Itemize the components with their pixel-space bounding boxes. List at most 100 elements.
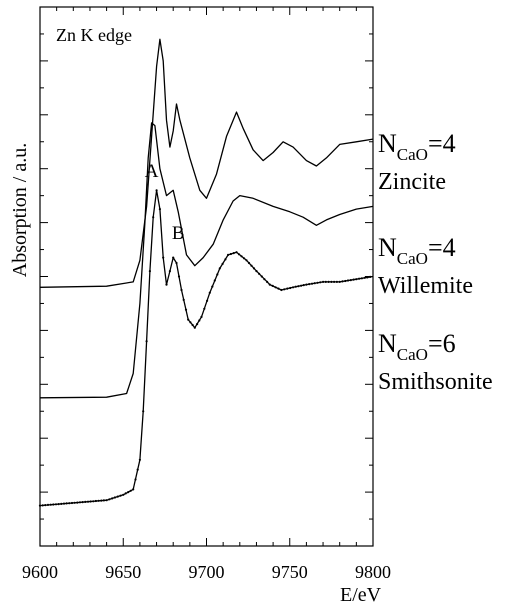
series-cn-label: NCaO=6 — [378, 329, 456, 364]
peak-label-a: A — [145, 161, 159, 182]
series-marker — [277, 287, 280, 290]
series-marker — [274, 286, 277, 289]
series-marker — [286, 287, 289, 290]
series-marker — [108, 498, 111, 501]
series-marker — [155, 189, 158, 192]
series-marker — [193, 326, 196, 329]
series-marker — [89, 500, 92, 503]
series-name-label: Willemite — [378, 273, 473, 299]
series-marker — [294, 285, 297, 288]
series-marker — [38, 504, 42, 507]
series-marker — [44, 504, 47, 507]
y-axis-label: Absorption / a.u. — [9, 143, 31, 277]
series-marker — [132, 488, 135, 491]
series-marker — [352, 278, 355, 281]
series-marker — [266, 280, 269, 283]
series-marker — [252, 267, 256, 270]
peak-annotations: AB — [145, 161, 185, 244]
series-marker — [369, 275, 372, 278]
series-marker — [211, 285, 214, 288]
series-marker — [97, 499, 100, 502]
series-marker — [86, 500, 90, 503]
series-marker — [127, 491, 130, 494]
series-marker — [283, 288, 286, 291]
series-marker — [198, 319, 201, 322]
series-marker — [177, 275, 181, 278]
series-marker — [81, 501, 84, 504]
series-marker — [119, 494, 122, 497]
series-marker — [175, 261, 178, 265]
series-marker — [358, 277, 361, 280]
series-marker — [335, 280, 338, 283]
series-marker — [100, 499, 103, 502]
series-marker — [187, 318, 190, 321]
series-marker — [184, 308, 188, 311]
y-ticks — [40, 33, 373, 520]
series-marker — [213, 279, 216, 282]
series-marker — [116, 495, 119, 498]
series-marker — [360, 277, 363, 280]
series-marker — [57, 503, 60, 506]
series-marker — [172, 256, 175, 259]
series-marker — [322, 280, 325, 283]
series-marker — [250, 264, 253, 267]
series-marker — [330, 280, 333, 283]
series-marker — [263, 278, 266, 281]
series-marker — [208, 291, 211, 294]
series-marker — [280, 288, 283, 292]
series-marker — [46, 503, 50, 506]
series-marker — [84, 500, 87, 503]
series-marker — [168, 270, 171, 273]
series-marker — [255, 270, 258, 273]
series-marker — [136, 468, 139, 471]
series-marker — [182, 298, 185, 301]
x-ticks: 9600 9650 9700 9750 9800 — [22, 7, 391, 582]
x-tick-label: 9700 — [189, 562, 225, 582]
series-marker — [338, 280, 341, 283]
series-marker — [92, 500, 95, 503]
series-marker — [341, 280, 344, 283]
series-marker — [196, 323, 199, 326]
series-marker — [313, 282, 316, 285]
series-marker — [41, 504, 44, 507]
plot-frame — [39, 6, 374, 547]
series-marker — [289, 286, 292, 290]
series-marker — [94, 499, 97, 503]
series-name-label: Smithsonite — [378, 369, 493, 395]
series-line-smithsonite — [39, 189, 374, 507]
series-marker — [268, 283, 271, 286]
series-marker — [310, 282, 314, 285]
series-marker — [65, 502, 68, 505]
series-marker — [49, 503, 52, 506]
series-marker — [333, 280, 336, 283]
series-marker — [221, 262, 224, 265]
series-marker — [122, 493, 125, 496]
series-marker — [111, 497, 114, 500]
x-tick-label: 9650 — [105, 562, 141, 582]
series-marker — [258, 272, 261, 275]
series-marker — [229, 252, 232, 256]
series-marker — [73, 501, 76, 504]
series-marker — [300, 284, 303, 287]
series-marker — [145, 340, 148, 343]
series-marker — [180, 288, 183, 292]
series-marker — [247, 261, 251, 265]
series-marker — [189, 321, 192, 324]
series-marker — [129, 489, 132, 492]
series-marker — [240, 255, 243, 258]
series-marker — [54, 503, 58, 506]
series-marker — [308, 283, 311, 286]
series-marker — [62, 502, 66, 505]
series-marker — [324, 280, 327, 283]
series-marker — [138, 458, 141, 461]
series-marker — [52, 503, 55, 506]
series-marker — [366, 276, 369, 279]
series-line-zincite — [39, 38, 374, 288]
series-marker — [292, 286, 295, 289]
series-marker — [346, 279, 350, 282]
series-marker — [152, 216, 155, 219]
series-marker — [245, 259, 248, 262]
series-marker — [134, 478, 137, 481]
x-tick-label: 9750 — [272, 562, 308, 582]
